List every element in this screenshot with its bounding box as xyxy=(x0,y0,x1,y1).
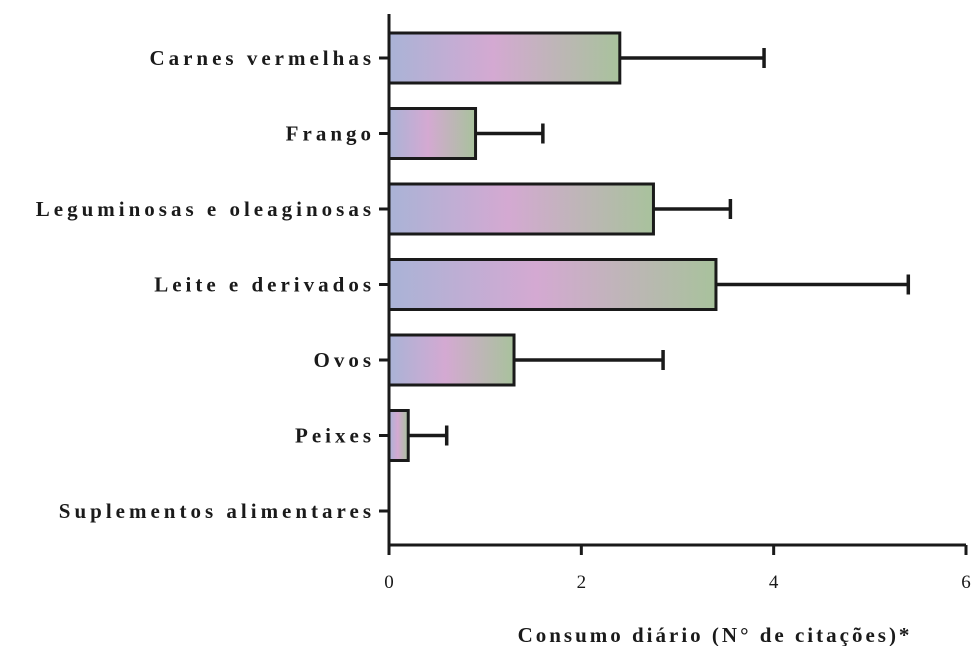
x-tick-label: 2 xyxy=(577,572,587,593)
category-label: Frango xyxy=(286,122,375,146)
bar xyxy=(387,258,718,311)
bar xyxy=(387,333,516,387)
bar xyxy=(387,409,410,462)
bar xyxy=(387,182,655,236)
x-axis-title: Consumo diário (N° de citações)* xyxy=(518,623,913,646)
category-label: Ovos xyxy=(313,348,375,372)
category-label: Peixes xyxy=(295,424,375,448)
x-tick-label: 0 xyxy=(384,572,394,593)
x-tick-label: 6 xyxy=(961,572,971,593)
bar xyxy=(387,31,622,85)
plot-area: 0 2 4 6 Carnes vermelhas Frango Leguminosas e … xyxy=(36,14,971,593)
x-tick-label: 4 xyxy=(769,572,779,593)
category-label: Suplementos alimentares xyxy=(59,499,375,523)
category-label: Carnes vermelhas xyxy=(149,46,375,70)
category-label: Leite e derivados xyxy=(154,273,375,297)
bar xyxy=(387,107,478,160)
category-label: Leguminosas e oleaginosas xyxy=(36,197,375,221)
